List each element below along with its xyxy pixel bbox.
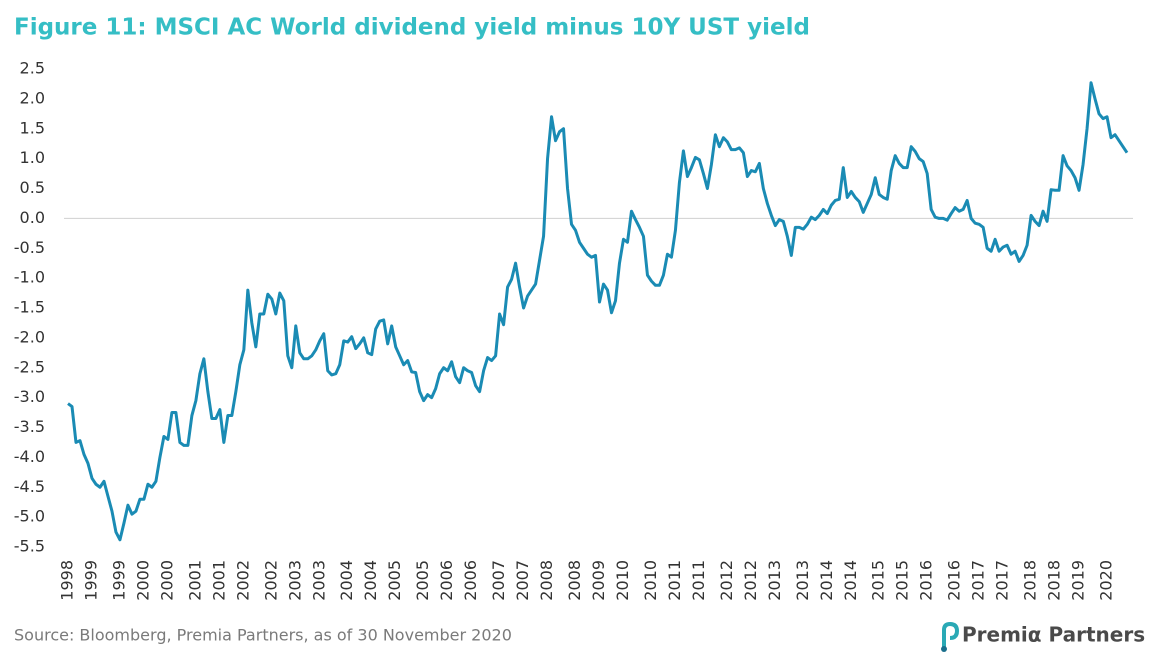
- x-tick-label: 2005: [413, 560, 432, 601]
- x-tick-label: 2000: [157, 560, 176, 601]
- y-tick-label: -5.0: [14, 507, 45, 526]
- y-tick-label: 1.0: [20, 148, 45, 167]
- logo-icon: [942, 621, 960, 648]
- x-tick-label: 2006: [461, 560, 480, 601]
- x-tick-label: 2015: [869, 560, 888, 601]
- x-tick-label: 2012: [717, 560, 736, 601]
- x-tick-label: 2001: [185, 560, 204, 601]
- x-tick-label: 2013: [765, 560, 784, 601]
- x-tick-label: 2020: [1097, 560, 1116, 601]
- x-tick-label: 2011: [665, 560, 684, 601]
- x-tick-label: 2002: [233, 560, 252, 601]
- x-tick-label: 1998: [58, 560, 77, 601]
- x-tick-label: 2018: [1045, 560, 1064, 601]
- x-tick-label: 2003: [285, 560, 304, 601]
- y-tick-label: 2.5: [20, 59, 45, 78]
- x-tick-label: 2007: [489, 560, 508, 601]
- y-tick-label: -5.5: [14, 537, 45, 556]
- x-tick-label: 2004: [361, 560, 380, 601]
- source-note: Source: Bloomberg, Premia Partners, as o…: [14, 626, 512, 645]
- x-tick-label: 2007: [513, 560, 532, 601]
- x-tick-label: 2008: [565, 560, 584, 601]
- y-tick-label: -3.0: [14, 387, 45, 406]
- data-line: [67, 81, 1129, 542]
- x-tick-label: 2010: [613, 560, 632, 601]
- x-tick-label: 2004: [337, 560, 356, 601]
- y-tick-label: -4.5: [14, 477, 45, 496]
- x-tick-label: 2017: [993, 560, 1012, 601]
- x-tick-label: 2015: [893, 560, 912, 601]
- x-tick-label: 2003: [309, 560, 328, 601]
- y-tick-label: -1.5: [14, 298, 45, 317]
- x-tick-label: 2013: [793, 560, 812, 601]
- y-tick-label: -2.0: [14, 327, 45, 346]
- logo-text: Premiα Partners: [962, 623, 1145, 647]
- x-tick-label: 2002: [261, 560, 280, 601]
- chart-title: Figure 11: MSCI AC World dividend yield …: [14, 15, 810, 41]
- y-tick-label: -2.5: [14, 357, 45, 376]
- x-tick-label: 2016: [917, 560, 936, 601]
- x-tick-label: 2006: [437, 560, 456, 601]
- y-tick-label: 2.0: [20, 88, 45, 107]
- y-tick-label: -1.0: [14, 268, 45, 287]
- y-tick-label: 0.5: [20, 178, 45, 197]
- x-tick-label: 2017: [969, 560, 988, 601]
- x-tick-label: 2018: [1021, 560, 1040, 601]
- logo-dot: [941, 646, 947, 652]
- x-tick-label: 2010: [641, 560, 660, 601]
- x-tick-label: 2014: [841, 560, 860, 601]
- x-tick-label: 2009: [589, 560, 608, 601]
- logo: Premiα Partners: [941, 621, 1145, 652]
- y-tick-label: 0.0: [20, 208, 45, 227]
- y-tick-label: -4.0: [14, 447, 45, 466]
- x-tick-label: 2008: [537, 560, 556, 601]
- x-tick-label: 2011: [689, 560, 708, 601]
- y-tick-label: 1.5: [20, 118, 45, 137]
- x-tick-label: 1999: [109, 560, 128, 601]
- x-tick-label: 2019: [1069, 560, 1088, 601]
- x-tick-label: 2016: [945, 560, 964, 601]
- x-tick-label: 2001: [209, 560, 228, 601]
- x-tick-label: 2000: [133, 560, 152, 601]
- y-tick-label: -3.5: [14, 417, 45, 436]
- y-tick-label: -0.5: [14, 238, 45, 257]
- x-tick-label: 2005: [385, 560, 404, 601]
- x-tick-label: 2014: [817, 560, 836, 601]
- x-tick-label: 1999: [81, 560, 100, 601]
- x-tick-label: 2012: [741, 560, 760, 601]
